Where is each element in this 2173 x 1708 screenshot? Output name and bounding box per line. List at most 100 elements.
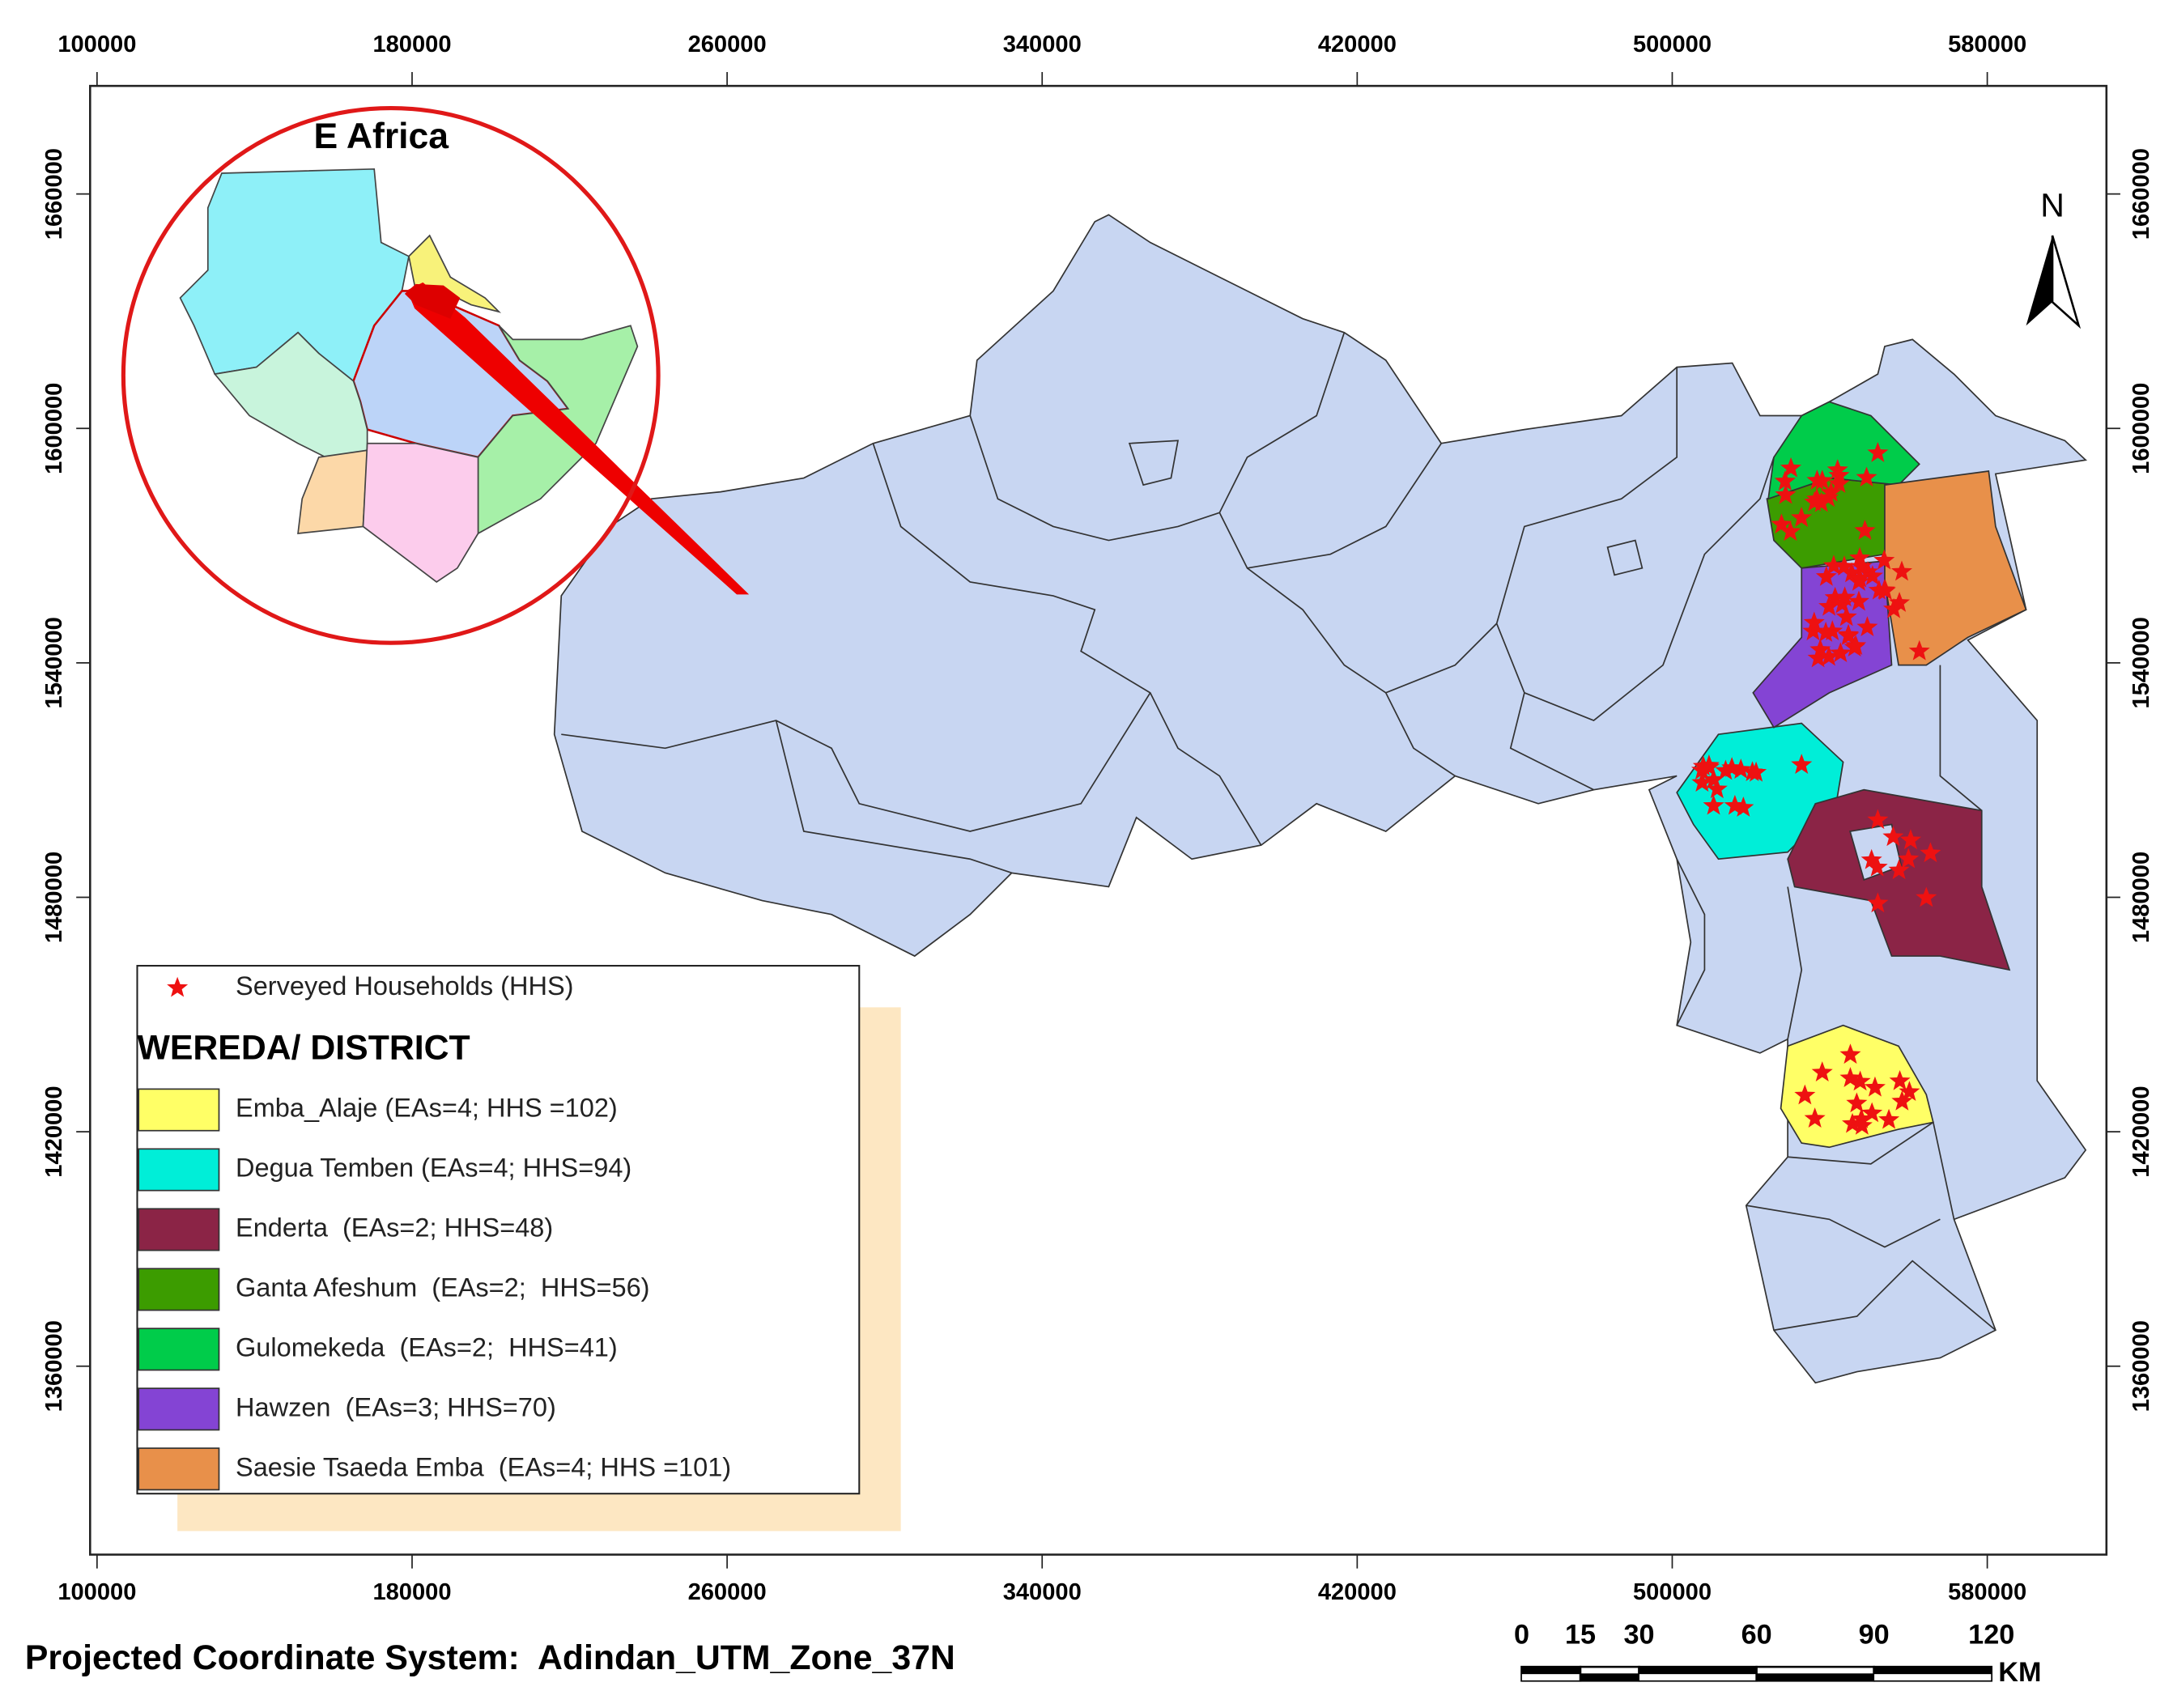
household-star — [1908, 639, 1930, 661]
household-star — [1849, 567, 1871, 588]
household-star — [1838, 624, 1860, 645]
household-star — [1882, 826, 1904, 847]
x-tick-label-bottom: 100000 — [57, 1579, 136, 1605]
household-star — [1771, 513, 1792, 534]
household-star — [1834, 586, 1856, 607]
household-star — [1730, 758, 1752, 779]
household-star — [1698, 754, 1720, 775]
household-star — [1715, 759, 1737, 780]
legend-title: WEREDA/ DISTRICT — [137, 1029, 470, 1068]
household-star — [1860, 848, 1882, 869]
household-star — [1856, 466, 1877, 487]
household-star — [1883, 597, 1905, 618]
boundary — [1787, 886, 1803, 1039]
household-star — [1794, 1084, 1816, 1105]
household-star — [1809, 639, 1831, 659]
household-star — [1864, 1076, 1886, 1097]
inset-kenya — [362, 442, 479, 583]
legend-label: Hawzen (EAs=3; HHS=70) — [236, 1392, 556, 1421]
scale-label: 0 — [1514, 1620, 1529, 1651]
household-star — [1804, 491, 1826, 512]
enclave — [1128, 440, 1180, 486]
x-tick-label-top: 340000 — [1003, 32, 1082, 57]
legend-swatch — [138, 1447, 220, 1491]
household-star — [1856, 616, 1878, 637]
x-tick-label-top: 580000 — [1948, 32, 2026, 57]
scale-segment-lower — [1873, 1673, 1992, 1681]
north-arrow-right — [2051, 235, 2082, 329]
boundary — [1509, 692, 1594, 791]
household-star — [1833, 555, 1856, 576]
household-star — [1867, 442, 1889, 462]
boundary — [1773, 1260, 1997, 1332]
scale-segment-lower — [1639, 1673, 1758, 1681]
legend-label: Degua Temben (EAs=4; HHS=94) — [236, 1154, 631, 1183]
y-tick-label-left: 1360000 — [41, 1320, 67, 1412]
x-tick-label-bottom: 580000 — [1948, 1579, 2026, 1605]
household-star — [1873, 579, 1895, 600]
household-star — [1851, 1114, 1873, 1135]
x-tick-label-top: 260000 — [688, 32, 767, 57]
household-star — [1857, 561, 1879, 581]
household-star — [1873, 549, 1895, 570]
household-star — [1780, 457, 1802, 478]
legend-label: Gulomekeda (EAs=2; HHS=41) — [236, 1332, 618, 1362]
legend: Serveyed Households (HHS) WEREDA/ DISTRI… — [137, 971, 731, 1491]
household-star — [1867, 809, 1889, 830]
axes: 100000 100000 180000 180000 260000 260000 3400… — [41, 32, 2154, 1605]
scale-bar: 0 15 30 60 90 120 KM — [1514, 1620, 2042, 1688]
household-star — [1824, 586, 1846, 607]
x-tick-label-top: 500000 — [1633, 32, 1712, 57]
household-star — [1861, 565, 1883, 585]
boundary — [775, 720, 1012, 874]
y-tick-label-right: 1660000 — [2128, 148, 2154, 240]
legend-swatch — [138, 1208, 220, 1251]
household-star — [1891, 1090, 1913, 1111]
inset-uganda — [297, 449, 368, 534]
household-points — [1690, 442, 1941, 1135]
boundary — [1384, 692, 1456, 777]
x-tick-label-top: 100000 — [57, 32, 136, 57]
scale-label: 90 — [1859, 1620, 1890, 1651]
inset-title: E Africa — [313, 117, 449, 156]
scale-segment-lower — [1580, 1673, 1639, 1681]
scale-label: 120 — [1968, 1620, 2014, 1651]
household-star — [1706, 778, 1728, 799]
household-star — [1802, 620, 1824, 641]
region — [553, 214, 2088, 1384]
scale-segment-lower — [1756, 1673, 1875, 1681]
scale-label: 30 — [1624, 1620, 1655, 1651]
household-star — [1741, 761, 1763, 782]
scale-label: 15 — [1565, 1620, 1596, 1651]
boundary — [969, 332, 1346, 542]
boundary — [1788, 1121, 1955, 1220]
x-tick-label-bottom: 420000 — [1318, 1579, 1397, 1605]
household-star — [1791, 754, 1813, 774]
legend-label: Saesie Tsaeda Emba (EAs=4; HHS =101) — [236, 1452, 731, 1481]
footer: Projected Coordinate System: Adindan_UTM… — [25, 1638, 955, 1677]
legend-points-label: Serveyed Households (HHS) — [236, 971, 573, 1001]
north-label: N — [2040, 187, 2065, 224]
boundary — [1218, 443, 1442, 569]
household-star — [1841, 562, 1863, 583]
y-tick-label-right: 1480000 — [2128, 852, 2154, 943]
household-star — [1775, 483, 1797, 504]
household-star — [1733, 797, 1754, 817]
household-star — [1861, 1102, 1883, 1123]
household-star — [1898, 848, 1920, 869]
boundary — [1676, 858, 1706, 1026]
y-tick-label-left: 1600000 — [41, 383, 67, 474]
legend-label: Ganta Afeshum (EAs=2; HHS=56) — [236, 1273, 649, 1302]
household-star — [1822, 554, 1844, 576]
inset-circle — [121, 105, 661, 645]
household-star — [1791, 507, 1813, 527]
household-star — [1845, 635, 1867, 655]
household-star — [1851, 555, 1873, 576]
household-star — [1916, 886, 1937, 907]
household-star — [1804, 1107, 1826, 1128]
legend-swatch — [138, 1088, 220, 1132]
household-star — [1849, 1070, 1871, 1091]
scale-segment-lower — [1521, 1673, 1581, 1681]
